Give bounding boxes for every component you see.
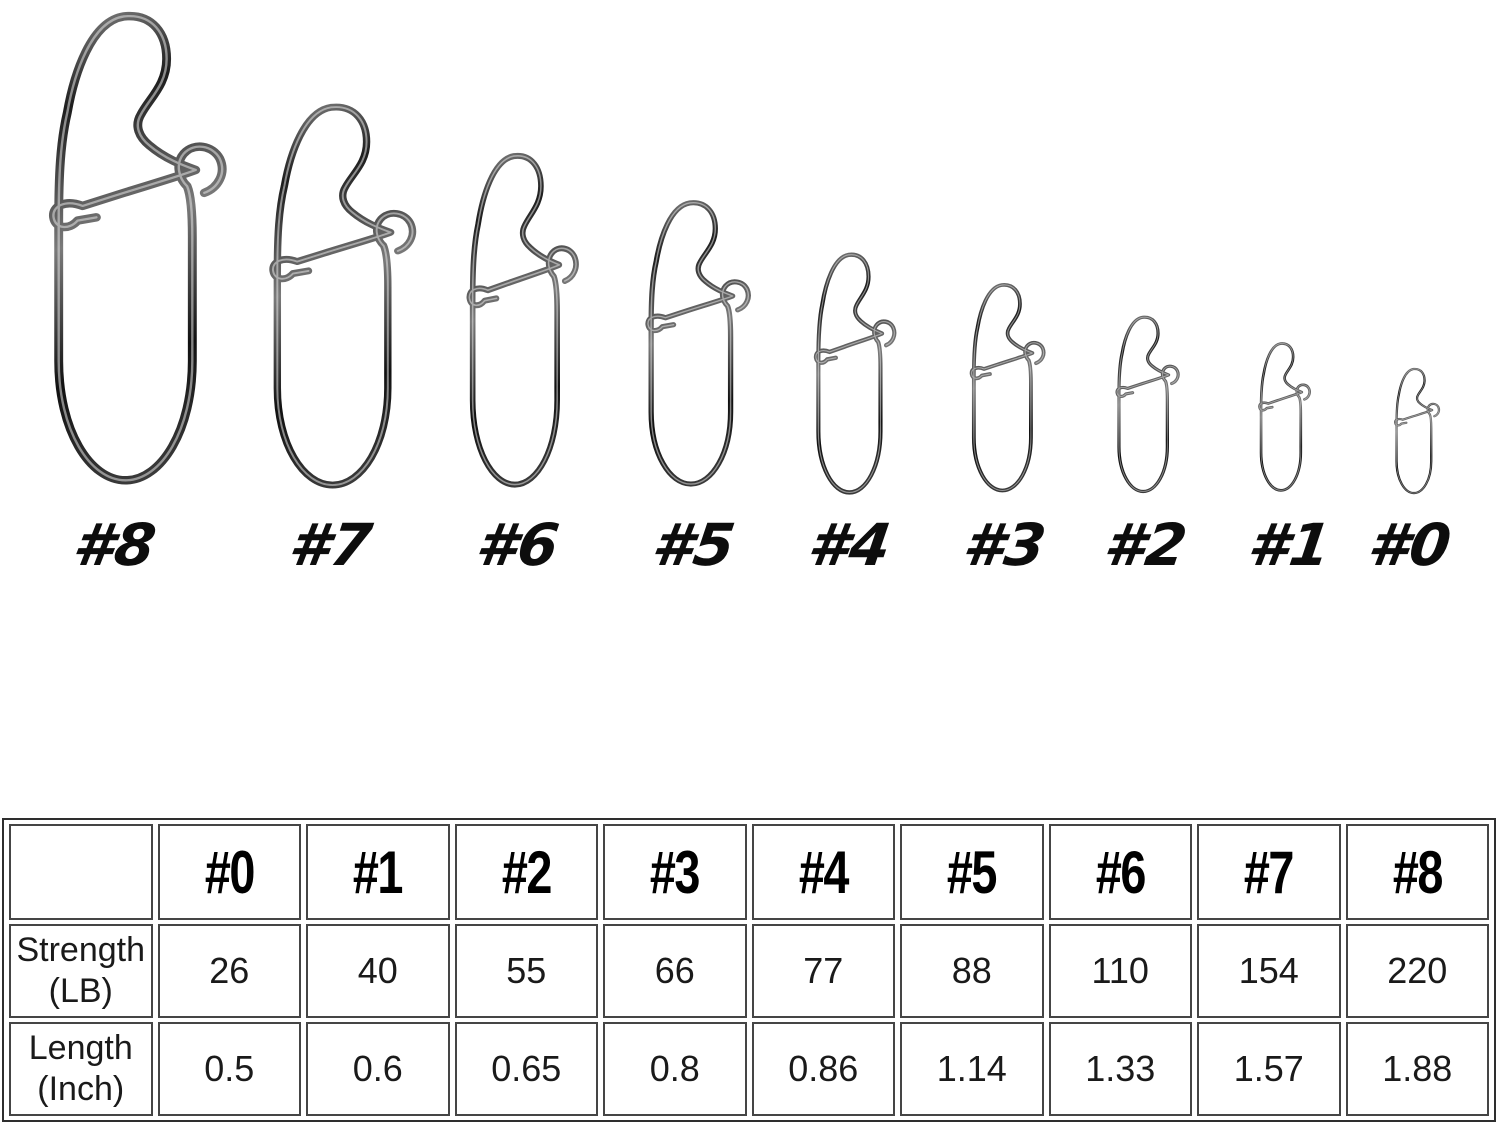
strength-value-size8: 220 xyxy=(1345,924,1489,1018)
snap-size-label-1: #1 xyxy=(1243,511,1337,579)
length-value-size4: 0.86 xyxy=(751,1022,895,1116)
snap-size-label-3: #3 xyxy=(958,511,1052,579)
header-cell-size8: #8 xyxy=(1345,824,1489,920)
header-cell-size7: #7 xyxy=(1197,824,1341,920)
duo-lock-snap-icon xyxy=(464,148,581,495)
length-value-size7: 1.57 xyxy=(1197,1022,1341,1116)
snap-illustration-8 xyxy=(45,5,230,495)
header-cell-size0: #0 xyxy=(157,824,301,920)
header-cell-size3: #3 xyxy=(603,824,747,920)
strength-value-size3: 66 xyxy=(603,924,747,1018)
snap-size-label-5: #5 xyxy=(647,511,741,579)
duo-lock-snap-icon xyxy=(643,196,753,493)
length-row-label: Length (Inch) xyxy=(9,1022,153,1116)
length-label-line2: (Inch) xyxy=(37,1070,125,1108)
strength-label-line1: Strength xyxy=(16,930,146,969)
strength-row: Strength (LB) 26 40 55 66 77 88 110 154 … xyxy=(9,924,1489,1018)
snap-illustration-2 xyxy=(1114,313,1181,497)
strength-value-size0: 26 xyxy=(157,924,301,1018)
duo-lock-snap-icon xyxy=(1393,366,1441,497)
strength-value-size7: 154 xyxy=(1197,924,1341,1018)
duo-lock-snap-icon xyxy=(812,249,898,500)
strength-row-label: Strength (LB) xyxy=(9,924,153,1018)
snap-illustration-4 xyxy=(812,249,898,500)
length-label-line1: Length xyxy=(28,1028,133,1067)
snap-size-label-7: #7 xyxy=(284,511,378,579)
header-cell-size4: #4 xyxy=(751,824,895,920)
snap-illustration-1 xyxy=(1257,340,1312,495)
snap-size-label-6: #6 xyxy=(471,511,565,579)
snap-size-label-8: #8 xyxy=(68,511,162,579)
header-cell-size2: #2 xyxy=(454,824,598,920)
snap-illustration-3 xyxy=(968,280,1047,497)
snap-illustration-7 xyxy=(266,98,419,497)
length-value-size0: 0.5 xyxy=(157,1022,301,1116)
spec-table: #0 #1 #2 #3 #4 #5 #6 #7 #8 Strength (LB)… xyxy=(2,818,1496,1122)
length-value-size5: 1.14 xyxy=(900,1022,1044,1116)
duo-lock-snap-icon xyxy=(45,5,230,495)
duo-lock-snap-icon xyxy=(1257,340,1312,495)
strength-value-size5: 88 xyxy=(900,924,1044,1018)
snap-illustration-6 xyxy=(464,148,581,495)
strength-value-size4: 77 xyxy=(751,924,895,1018)
duo-lock-snap-icon xyxy=(968,280,1047,497)
spec-table-header-row: #0 #1 #2 #3 #4 #5 #6 #7 #8 xyxy=(9,824,1489,920)
snap-size-label-4: #4 xyxy=(803,511,897,579)
strength-value-size2: 55 xyxy=(454,924,598,1018)
length-value-size6: 1.33 xyxy=(1048,1022,1192,1116)
length-value-size8: 1.88 xyxy=(1345,1022,1489,1116)
strength-label-line2: (LB) xyxy=(48,972,113,1010)
header-cell-size5: #5 xyxy=(900,824,1044,920)
snap-size-label-0: #0 xyxy=(1363,511,1457,579)
snap-size-label-2: #2 xyxy=(1099,511,1193,579)
header-cell-empty xyxy=(9,824,153,920)
duo-lock-snap-icon xyxy=(1114,313,1181,497)
strength-value-size1: 40 xyxy=(306,924,450,1018)
snap-illustration-0 xyxy=(1393,366,1441,497)
snap-illustration-5 xyxy=(643,196,753,493)
header-cell-size6: #6 xyxy=(1048,824,1192,920)
header-cell-size1: #1 xyxy=(306,824,450,920)
length-row: Length (Inch) 0.5 0.6 0.65 0.8 0.86 1.14… xyxy=(9,1022,1489,1116)
length-value-size2: 0.65 xyxy=(454,1022,598,1116)
strength-value-size6: 110 xyxy=(1048,924,1192,1018)
length-value-size1: 0.6 xyxy=(306,1022,450,1116)
length-value-size3: 0.8 xyxy=(603,1022,747,1116)
duo-lock-snap-icon xyxy=(266,98,419,497)
